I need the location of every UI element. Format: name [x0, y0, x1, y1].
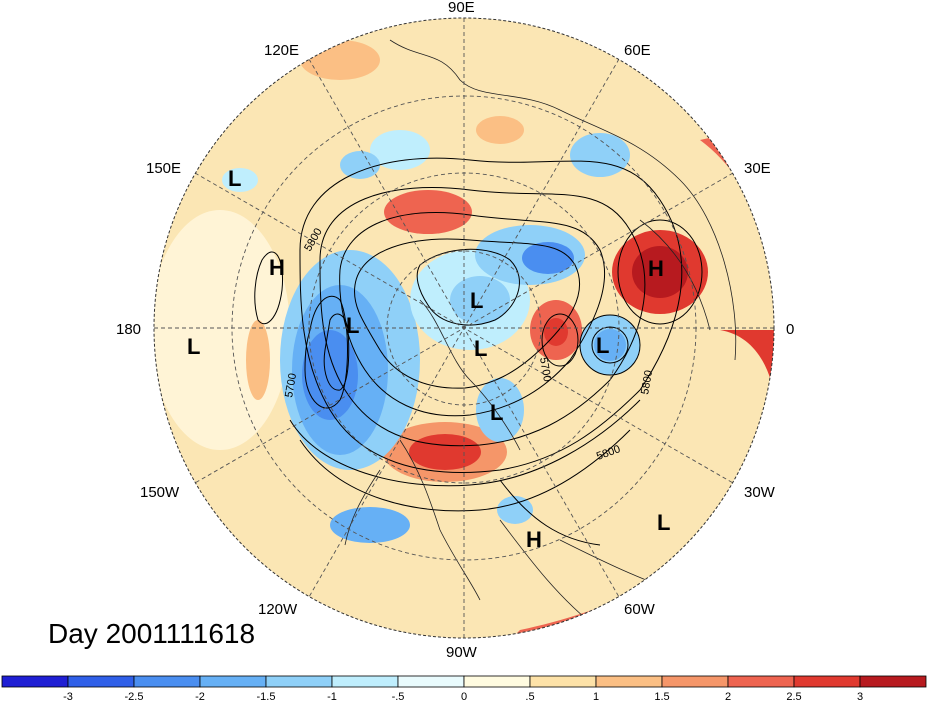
- map-boundary: [153, 17, 775, 639]
- colorbar-swatch: [265, 675, 333, 688]
- graticule: [154, 18, 774, 638]
- colorbar-tick-label: -.5: [392, 691, 405, 702]
- low-center-pacific: L: [346, 313, 359, 338]
- lon-label-30w: 30W: [744, 484, 776, 501]
- colorbar-tick-label: 2.5: [786, 691, 801, 702]
- lon-label-150e: 150E: [146, 160, 181, 177]
- lon-label-180: 180: [116, 321, 141, 338]
- colorbar-swatch: [793, 675, 861, 688]
- colorbar-swatch: [529, 675, 597, 688]
- colorbar-tick-label: -1: [327, 691, 337, 702]
- colorbar-swatch: [463, 675, 531, 688]
- contour-label-5700-west: 5700: [283, 372, 299, 398]
- colorbar-tick-label: .5: [525, 691, 534, 702]
- colorbar-tick-label: 3: [857, 691, 863, 702]
- high-center-dateline: H: [269, 255, 285, 280]
- colorbar-tick-label: -3: [63, 691, 73, 702]
- anomaly-field: [154, 18, 774, 638]
- low-center-hudson: L: [490, 400, 503, 425]
- colorbar-tick-label: 1.5: [654, 691, 669, 702]
- low-center-180: L: [187, 334, 200, 359]
- colorbar-swatch: [595, 675, 663, 688]
- colorbar-swatch: [397, 675, 465, 688]
- contour-label-5800-east: 5800: [639, 369, 655, 395]
- lon-label-90e: 90E: [448, 0, 475, 16]
- low-center-atlantic: L: [596, 333, 609, 358]
- low-center-arctic: L: [470, 288, 483, 313]
- colorbar-swatch: [1, 675, 69, 688]
- colorbar-tick-label: -1.5: [257, 691, 276, 702]
- lon-label-150w: 150W: [140, 484, 180, 501]
- colorbar-tick-label: -2.5: [125, 691, 144, 702]
- low-center-south-atlantic: L: [657, 510, 670, 535]
- lon-label-30e: 30E: [744, 160, 771, 177]
- colorbar-tick-label: 1: [593, 691, 599, 702]
- lon-label-90w: 90W: [446, 644, 478, 661]
- lon-label-120w: 120W: [258, 601, 298, 618]
- colorbar-swatch: [199, 675, 267, 688]
- plot-title: Day 2001111618: [48, 618, 256, 649]
- colorbar: -3 -2.5 -2 -1.5 -1 -.5 0 .5 1 1.5 2 2.5 3: [1, 675, 927, 702]
- lon-label-60e: 60E: [624, 42, 651, 59]
- colorbar-tick-label: 2: [725, 691, 731, 702]
- contour-label-5700-east: 5700: [537, 356, 553, 382]
- high-center-europe: H: [648, 256, 664, 281]
- colorbar-swatch: [331, 675, 399, 688]
- colorbar-tick-label: 0: [461, 691, 467, 702]
- colorbar-swatch: [727, 675, 795, 688]
- colorbar-swatch: [859, 675, 927, 688]
- lon-label-60w: 60W: [624, 601, 656, 618]
- colorbar-tick-label: -2: [195, 691, 205, 702]
- colorbar-swatch: [661, 675, 729, 688]
- colorbar-swatch: [67, 675, 135, 688]
- low-center-pole: L: [474, 336, 487, 361]
- low-center-150e: L: [228, 166, 241, 191]
- lon-label-0: 0: [786, 321, 794, 338]
- lon-label-120e: 120E: [264, 42, 299, 59]
- colorbar-swatch: [133, 675, 201, 688]
- high-center-caribbean: H: [526, 527, 542, 552]
